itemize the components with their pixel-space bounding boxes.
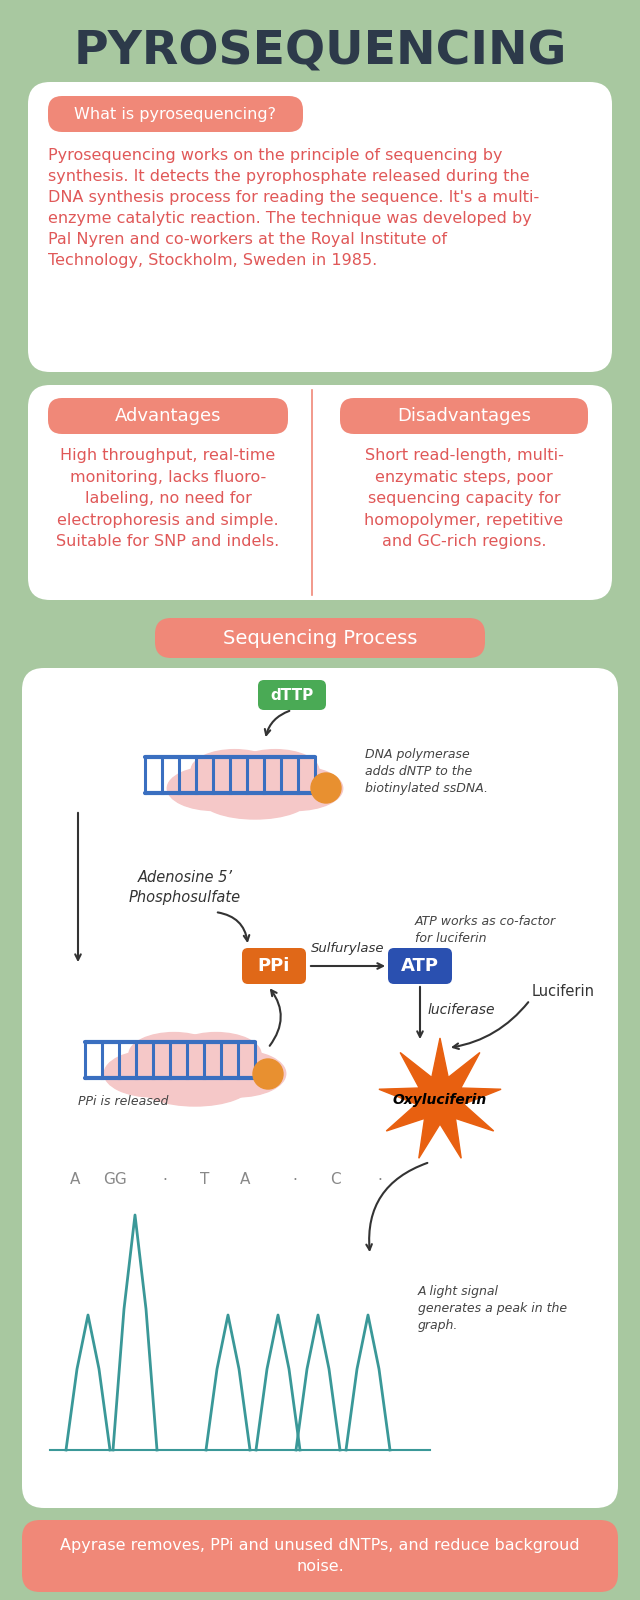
Circle shape [311,773,341,803]
FancyBboxPatch shape [28,82,612,371]
Text: High throughput, real-time
monitoring, lacks fluoro-
labeling, no need for
elect: High throughput, real-time monitoring, l… [56,448,280,549]
Text: Luciferin: Luciferin [532,984,595,1000]
Ellipse shape [200,778,309,819]
Ellipse shape [188,1050,285,1098]
FancyBboxPatch shape [22,1520,618,1592]
Text: Apyrase removes, PPi and unused dNTPs, and reduce backgroud
noise.: Apyrase removes, PPi and unused dNTPs, a… [60,1538,580,1574]
Text: Sequencing Process: Sequencing Process [223,629,417,648]
Ellipse shape [171,1032,261,1075]
Text: Sulfurylase: Sulfurylase [311,942,385,955]
FancyBboxPatch shape [48,96,303,133]
FancyBboxPatch shape [388,947,452,984]
Text: PPi is released: PPi is released [78,1094,168,1107]
Text: ·: · [292,1173,298,1187]
Text: PPi: PPi [258,957,290,974]
Ellipse shape [139,1062,252,1106]
Ellipse shape [167,766,262,811]
Ellipse shape [189,758,320,813]
Text: A: A [240,1173,250,1187]
Text: A: A [70,1173,80,1187]
Ellipse shape [104,1050,202,1098]
Text: ATP works as co-factor
for luciferin: ATP works as co-factor for luciferin [415,915,556,946]
Text: ·: · [163,1173,168,1187]
Circle shape [253,1059,283,1090]
Text: ATP: ATP [401,957,439,974]
Ellipse shape [248,766,343,811]
Text: dTTP: dTTP [270,688,314,702]
FancyBboxPatch shape [340,398,588,434]
Text: Short read-length, multi-
enzymatic steps, poor
sequencing capacity for
homopoly: Short read-length, multi- enzymatic step… [364,448,564,549]
FancyBboxPatch shape [48,398,288,434]
Ellipse shape [191,750,278,790]
FancyBboxPatch shape [258,680,326,710]
Text: Advantages: Advantages [115,406,221,426]
Text: DNA polymerase
adds dNTP to the
biotinylated ssDNA.: DNA polymerase adds dNTP to the biotinyl… [365,749,488,795]
FancyBboxPatch shape [22,669,618,1507]
Ellipse shape [127,1042,262,1099]
Text: What is pyrosequencing?: What is pyrosequencing? [74,107,276,122]
FancyBboxPatch shape [155,618,485,658]
Text: PYROSEQUENCING: PYROSEQUENCING [74,29,566,75]
Text: Oxyluciferin: Oxyluciferin [393,1093,487,1107]
Ellipse shape [129,1032,219,1075]
Text: Disadvantages: Disadvantages [397,406,531,426]
Text: T: T [200,1173,210,1187]
Text: C: C [330,1173,340,1187]
Text: GG: GG [103,1173,127,1187]
Text: ·: · [378,1173,383,1187]
FancyBboxPatch shape [242,947,306,984]
Text: A light signal
generates a peak in the
graph.: A light signal generates a peak in the g… [418,1285,567,1331]
FancyBboxPatch shape [28,386,612,600]
Text: luciferase: luciferase [428,1003,495,1018]
Text: Pyrosequencing works on the principle of sequencing by
synthesis. It detects the: Pyrosequencing works on the principle of… [48,149,540,267]
Polygon shape [379,1038,501,1158]
Text: Adenosine 5’
Phosphosulfate: Adenosine 5’ Phosphosulfate [129,870,241,904]
Ellipse shape [232,750,319,790]
